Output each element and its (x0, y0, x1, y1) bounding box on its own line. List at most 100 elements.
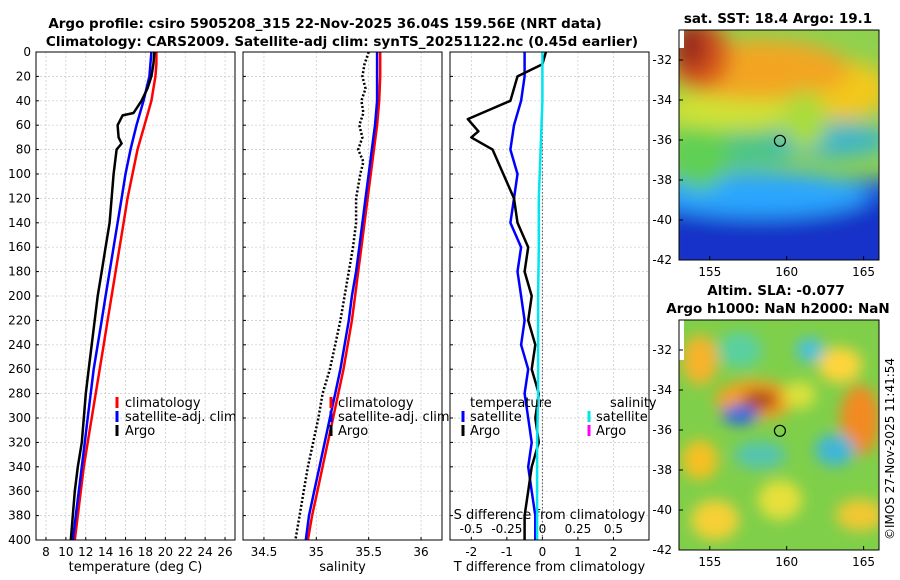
sst-map-frame (678, 29, 880, 261)
map-tick-label-lat-32: -32 (652, 343, 672, 357)
series-line-argo (69, 52, 156, 540)
s-axis-label: S difference from climatology (454, 508, 646, 523)
legend-label-t-argo: Argo (470, 424, 500, 439)
map-tick-label-lat-34: -34 (652, 93, 672, 107)
sst-argo-marker (773, 134, 787, 147)
tick-label-x-8: 8 (42, 545, 50, 559)
tick-label-x-20: 20 (158, 545, 173, 559)
legend-label-satellite: satellite-adj. clim (125, 410, 237, 425)
tick-label-s-0-25: 0.25 (565, 522, 592, 536)
title-line-2: Climatology: CARS2009. Satellite-adj cli… (46, 34, 638, 50)
tick-label-x-16: 16 (118, 545, 133, 559)
legend-label-t-satellite: satellite (470, 410, 522, 425)
tick-label-x-35: 35 (309, 545, 324, 559)
tick-label-depth-20: 20 (16, 69, 31, 83)
tick-label-s-0-25: -0.25 (491, 522, 522, 536)
temperature-legend: climatology satellite-adj. clim Argo (115, 396, 237, 439)
tick-label-x-18: 18 (138, 545, 153, 559)
sla-map-title-2: Argo h1000: NaN h2000: NaN (666, 301, 889, 317)
tick-label-x-26: 26 (217, 545, 232, 559)
axes-frame (242, 51, 443, 541)
map-tick-label-lat-36: -36 (652, 133, 672, 147)
tick-label-depth-220: 220 (8, 313, 31, 327)
tick-label-s-0-5: -0.5 (460, 522, 483, 536)
series-line-argo (294, 52, 370, 540)
legend-label-climatology: climatology (125, 396, 201, 411)
sla-map-axes: 155 160 165 -32 -34 -36 -38 -40 -42 (652, 343, 875, 569)
tick-label-depth-360: 360 (8, 484, 31, 498)
legend-label-climatology: climatology (338, 396, 414, 411)
series-line-climatology (306, 52, 382, 540)
legend-label-satellite: satellite-adj. clim (338, 410, 450, 425)
tick-label-s-0-5: 0.5 (604, 522, 623, 536)
difference-legend: temperature salinity satellite Argo sate… (461, 396, 657, 439)
timestamp: ©IMOS 27-Nov-2025 11:41:54 (883, 358, 897, 540)
series-group (69, 52, 158, 540)
series-line-satellite-adj-clim (71, 52, 153, 540)
tick-label-depth-40: 40 (16, 94, 31, 108)
legend-label-argo: Argo (125, 424, 155, 439)
legend-label-argo: Argo (338, 424, 368, 439)
series-line-t-satellite (509, 52, 537, 540)
tick-label-depth-240: 240 (8, 338, 31, 352)
x-axis-label: temperature (deg C) (69, 560, 203, 575)
tick-label-depth-400: 400 (8, 533, 31, 547)
tick-label-depth-380: 380 (8, 509, 31, 523)
map-tick-label-lat-34: -34 (652, 383, 672, 397)
tick-label-depth-140: 140 (8, 216, 31, 230)
sla-map (678, 319, 880, 551)
series-line-t-argo (466, 52, 548, 540)
salinity-panel: 34.5 35 35.5 36 salinity (242, 51, 443, 575)
map-tick-label-lat-40: -40 (652, 213, 672, 227)
tick-label-x-24: 24 (198, 545, 213, 559)
tick-label-x-2: 2 (610, 545, 618, 559)
map-tick-label-lon-155: 155 (698, 265, 721, 279)
map-tick-label-lon-165: 165 (852, 265, 875, 279)
legend-heading-salinity: salinity (610, 396, 657, 411)
tick-label-x-12: 12 (78, 545, 93, 559)
map-tick-label-lat-38: -38 (652, 173, 672, 187)
series-line-climatology (73, 52, 158, 540)
map-tick-label-lon-165: 165 (852, 555, 875, 569)
map-tick-label-lon-155: 155 (698, 555, 721, 569)
legend-label-s-satellite: satellite (596, 410, 648, 425)
map-tick-label-lat-36: -36 (652, 423, 672, 437)
tick-label-depth-180: 180 (8, 265, 31, 279)
tick-label-x-2: -2 (465, 545, 477, 559)
tick-label-x-14: 14 (98, 545, 113, 559)
tick-label-depth-120: 120 (8, 191, 31, 205)
tick-label-depth-340: 340 (8, 460, 31, 474)
tick-label-depth-300: 300 (8, 411, 31, 425)
tick-label-depth-80: 80 (16, 143, 31, 157)
tick-label-depth-60: 60 (16, 118, 31, 132)
x-axis-label: salinity (319, 560, 366, 575)
series-line-s-satellite (535, 52, 544, 540)
tick-label-depth-320: 320 (8, 435, 31, 449)
tick-label-depth-100: 100 (8, 167, 31, 181)
sla-map-title-1: Altim. SLA: -0.077 (707, 283, 844, 299)
tick-label-x-1: -1 (501, 545, 513, 559)
sla-argo-marker (773, 424, 787, 437)
series-group (466, 52, 548, 540)
legend-heading-temperature: temperature (470, 396, 552, 411)
sst-map-axes: 155 160 165 -32 -34 -36 -38 -40 -42 (652, 53, 875, 279)
sla-map-frame (678, 319, 880, 551)
tick-label-x-10: 10 (58, 545, 73, 559)
tick-label-x-34-5: 34.5 (251, 545, 278, 559)
title-line-1: Argo profile: csiro 5905208_315 22-Nov-2… (48, 16, 601, 32)
axes-frame (35, 51, 236, 541)
map-tick-label-lon-160: 160 (775, 555, 798, 569)
map-tick-label-lat-32: -32 (652, 53, 672, 67)
series-line-satellite-adj-clim (304, 52, 379, 540)
sst-map (678, 29, 880, 261)
tick-label-x-36: 36 (413, 545, 428, 559)
tick-label-depth-200: 200 (8, 289, 31, 303)
map-tick-label-lat-42: -42 (652, 543, 672, 557)
tick-label-x-35-5: 35.5 (355, 545, 382, 559)
tick-label-depth-260: 260 (8, 362, 31, 376)
salinity-legend: climatology satellite-adj. clim Argo (329, 396, 450, 439)
tick-label-depth-160: 160 (8, 240, 31, 254)
axes-frame (449, 51, 650, 541)
map-tick-label-lat-42: -42 (652, 253, 672, 267)
temperature-panel: 0 20 40 60 80 100 120 140 160 180 200 220 240 260 280 3… (8, 45, 236, 575)
